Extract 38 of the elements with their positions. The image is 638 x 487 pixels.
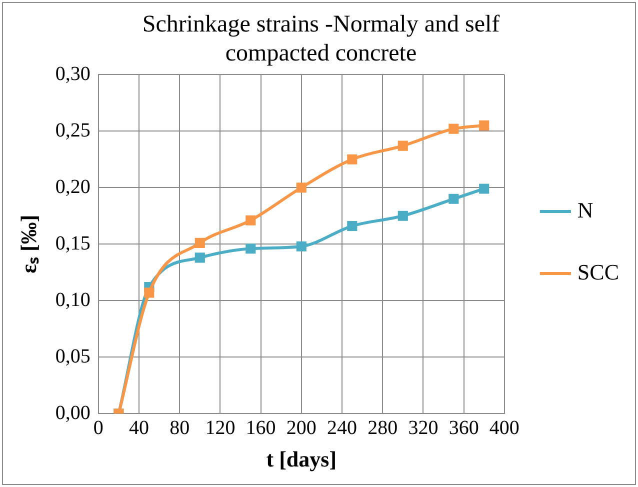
point [347, 154, 358, 164]
y-tick-label: 0,00 [55, 402, 90, 424]
y-tick-label: 0,20 [55, 176, 90, 198]
x-tick-label: 120 [205, 416, 236, 439]
point [347, 220, 358, 232]
y-tick-label: 0,25 [55, 119, 90, 142]
point [296, 182, 306, 193]
legend-label: N [577, 197, 594, 222]
point [398, 210, 408, 221]
x-tick-label: 200 [286, 416, 316, 439]
point [479, 184, 490, 194]
x-tick-label: 360 [448, 416, 479, 439]
x-tick-label: 40 [129, 416, 149, 439]
x-tick-label: 400 [489, 416, 520, 439]
point [398, 140, 408, 151]
point [296, 241, 306, 252]
y-tick-label: 0,30 [55, 62, 90, 85]
y-tick-label: 0,10 [55, 288, 90, 311]
legend-label: SCC [577, 259, 620, 284]
point [246, 244, 256, 254]
y-tick-label: 0,15 [55, 232, 90, 254]
x-tick-label: 240 [327, 416, 358, 439]
y-tick-label: 0,05 [55, 345, 90, 368]
point [448, 124, 459, 134]
x-tick-label: 80 [170, 416, 190, 439]
point [246, 215, 256, 226]
x-axis-title: t [days] [266, 446, 337, 472]
point [144, 288, 154, 298]
y-axis-title: εₛ [‰] [16, 214, 41, 274]
x-tick-label: 0 [93, 416, 104, 439]
x-tick-label: 280 [368, 416, 398, 439]
point [479, 120, 490, 130]
point [194, 238, 205, 248]
chart-title: Schrinkage strains -Normaly and self compacted concrete [142, 12, 500, 66]
point [194, 252, 205, 263]
x-tick-label: 160 [246, 416, 276, 439]
point [448, 194, 459, 204]
x-tick-label: 320 [408, 416, 438, 439]
